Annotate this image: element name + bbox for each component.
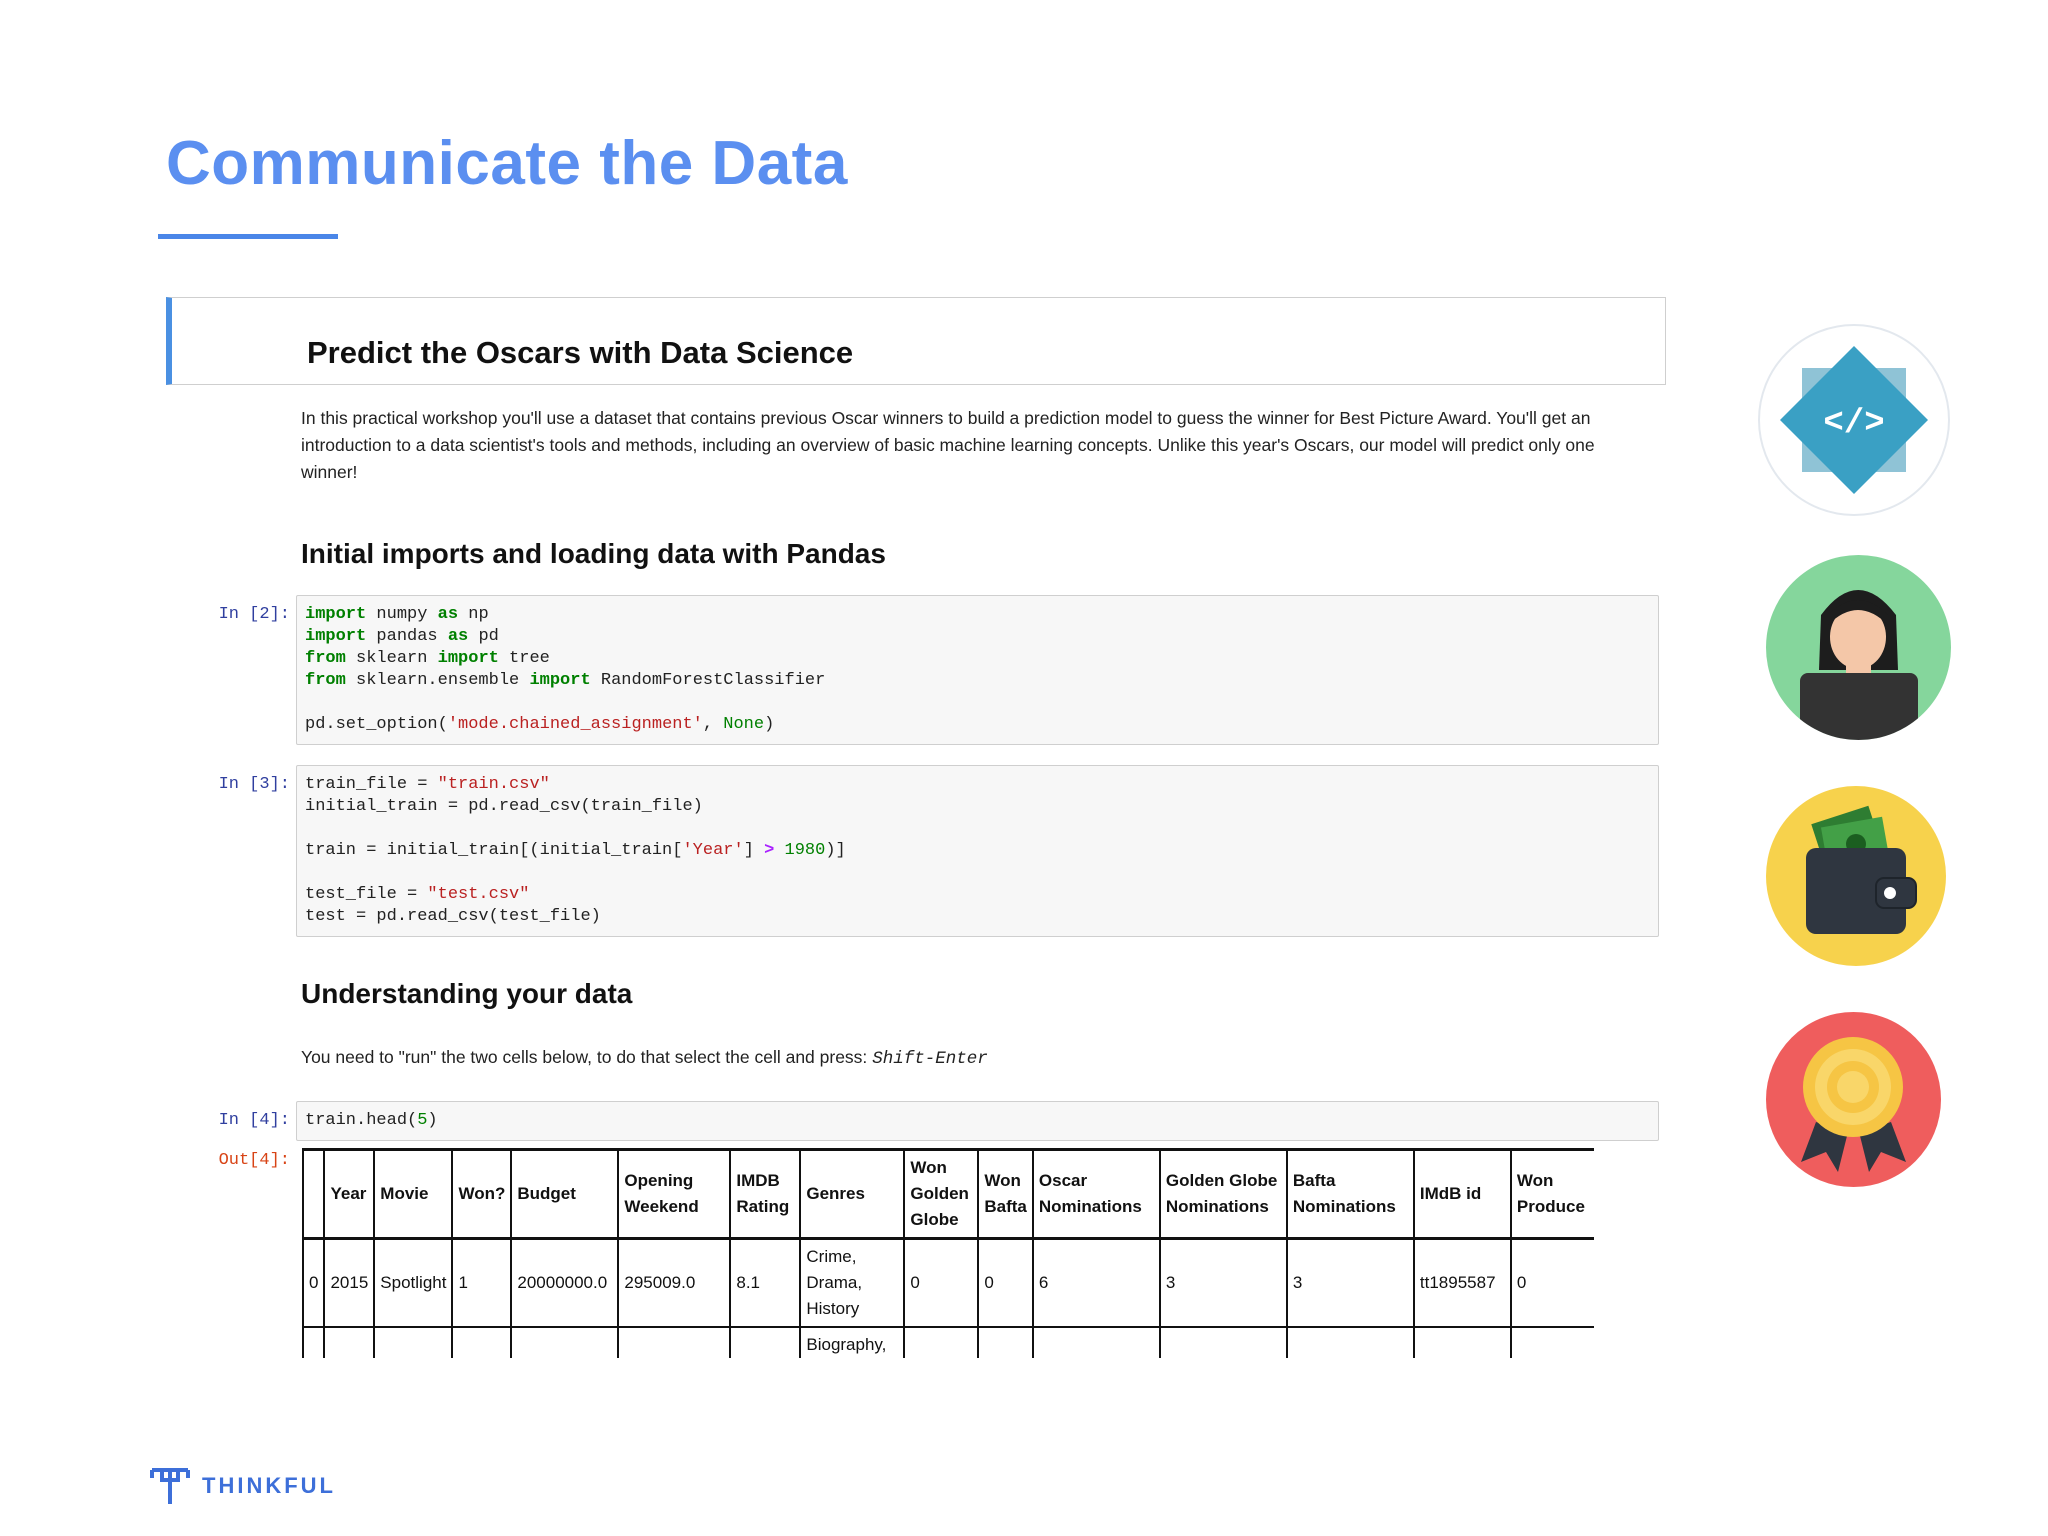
table-cell [977, 1327, 1033, 1358]
code-line: initial_train = pd.read_csv(train_file) [305, 797, 703, 816]
table-cell [1158, 1327, 1287, 1358]
table-cell: 3 [1158, 1238, 1287, 1327]
table-cell: Biography, [799, 1327, 905, 1358]
table-cell [903, 1327, 979, 1358]
dataframe-output-table: Year Movie Won? Budget Opening Weekend I… [301, 1148, 1594, 1358]
code-icon: </> [1758, 324, 1950, 516]
table-cell: 6 [1031, 1238, 1160, 1327]
svg-text:</>: </> [1823, 405, 1884, 443]
col-index [301, 1149, 325, 1239]
thinkful-logo-icon [150, 1468, 190, 1504]
col-won-produce: Won Produce [1509, 1149, 1594, 1239]
table-cell: 295009.0 [617, 1238, 731, 1327]
run-instruction: You need to "run" the two cells below, t… [301, 1047, 988, 1069]
cell-prompt-in-3: In [3]: [218, 775, 290, 794]
table-cell [617, 1327, 731, 1358]
code-line: import pandas as pd [305, 627, 499, 646]
notebook-screenshot: Predict the Oscars with Data Science In … [160, 293, 1680, 1358]
cell-prompt-in-2: In [2]: [218, 605, 290, 624]
code-line: train = initial_train[(initial_train['Ye… [305, 841, 846, 860]
table-cell: 0 [301, 1238, 325, 1327]
col-year: Year [323, 1149, 375, 1239]
code-line: test = pd.read_csv(test_file) [305, 907, 601, 926]
table-header: Year Movie Won? Budget Opening Weekend I… [301, 1149, 1594, 1239]
table-cell: 0 [977, 1238, 1033, 1327]
wallet-icon [1766, 786, 1946, 966]
col-imdb-id: IMdB id [1412, 1149, 1511, 1239]
code-line: test_file = "test.csv" [305, 885, 530, 904]
code-cell-load-data[interactable]: train_file = "train.csv" initial_train = … [296, 765, 1659, 937]
code-line: from sklearn import tree [305, 649, 550, 668]
code-line [305, 862, 1650, 884]
table-cell [510, 1327, 619, 1358]
table-cell: 2015 [323, 1238, 375, 1327]
table-header-row: Year Movie Won? Budget Opening Weekend I… [301, 1149, 1594, 1239]
col-budget: Budget [510, 1149, 619, 1239]
col-imdb-rating: IMDB Rating [729, 1149, 801, 1239]
brand-name: THINKFUL [202, 1473, 336, 1498]
col-won: Won? [451, 1149, 512, 1239]
run-instruction-text: You need to "run" the two cells below, t… [301, 1047, 868, 1067]
col-oscar-nominations: Oscar Nominations [1031, 1149, 1160, 1239]
section-imports-heading: Initial imports and loading data with Pa… [301, 538, 886, 569]
table-cell [451, 1327, 512, 1358]
code-cell-imports[interactable]: import numpy as np import pandas as pd fro… [296, 595, 1659, 745]
code-line: import numpy as np [305, 605, 489, 624]
title-underline [158, 234, 338, 239]
table-cell: 3 [1285, 1238, 1414, 1327]
table-cell [1509, 1327, 1594, 1358]
col-golden-globe-nominations: Golden Globe Nominations [1158, 1149, 1287, 1239]
table-cell: 8.1 [729, 1238, 801, 1327]
table-cell [301, 1327, 325, 1358]
code-line [305, 818, 1650, 840]
table-cell: tt1895587 [1412, 1238, 1511, 1327]
award-badge-icon [1766, 1012, 1941, 1187]
col-won-golden-globe: Won Golden Globe [903, 1149, 979, 1239]
table-body: 0 2015 Spotlight 1 20000000.0 295009.0 8.1 Crim… [301, 1238, 1594, 1358]
cell-prompt-out-4: Out[4]: [218, 1151, 290, 1170]
notebook-intro: In this practical workshop you'll use a … [301, 408, 1595, 482]
code-line: from sklearn.ensemble import RandomFores… [305, 671, 826, 690]
person-laptop-icon [1766, 555, 1951, 740]
col-bafta-nominations: Bafta Nominations [1285, 1149, 1414, 1239]
table-row: Biography, [301, 1327, 1594, 1358]
table-cell: 20000000.0 [510, 1238, 619, 1327]
table-cell: 0 [1509, 1238, 1594, 1327]
col-genres: Genres [799, 1149, 905, 1239]
cell-prompt-in-4: In [4]: [218, 1111, 290, 1130]
table-row: 0 2015 Spotlight 1 20000000.0 295009.0 8.1 Crim… [301, 1238, 1594, 1327]
table-cell [729, 1327, 801, 1358]
code-line [305, 692, 1650, 714]
notebook-heading: Predict the Oscars with Data Science [307, 335, 854, 370]
table-cell [1285, 1327, 1414, 1358]
table-cell [1412, 1327, 1511, 1358]
table-cell [323, 1327, 375, 1358]
table-cell: 1 [451, 1238, 512, 1327]
code-cell-head[interactable]: train.head(5) [296, 1101, 1659, 1141]
table-cell: 0 [903, 1238, 979, 1327]
table-cell [1031, 1327, 1160, 1358]
code-line: train.head(5) [305, 1111, 438, 1130]
col-opening-weekend: Opening Weekend [617, 1149, 731, 1239]
code-line: train_file = "train.csv" [305, 775, 550, 794]
brand-logo: THINKFUL [150, 1466, 336, 1506]
col-movie: Movie [373, 1149, 453, 1239]
notebook-heading-cell[interactable]: Predict the Oscars with Data Science [166, 297, 1666, 385]
table-cell [373, 1327, 453, 1358]
code-line: pd.set_option('mode.chained_assignment',… [305, 715, 775, 734]
section-understanding-heading: Understanding your data [301, 978, 633, 1009]
table-cell: Crime, Drama, History [799, 1238, 905, 1327]
table-cell: Spotlight [373, 1238, 453, 1327]
slide-title: Communicate the Data [166, 129, 848, 198]
col-won-bafta: Won Bafta [977, 1149, 1033, 1239]
run-shortcut: Shift-Enter [872, 1049, 988, 1069]
